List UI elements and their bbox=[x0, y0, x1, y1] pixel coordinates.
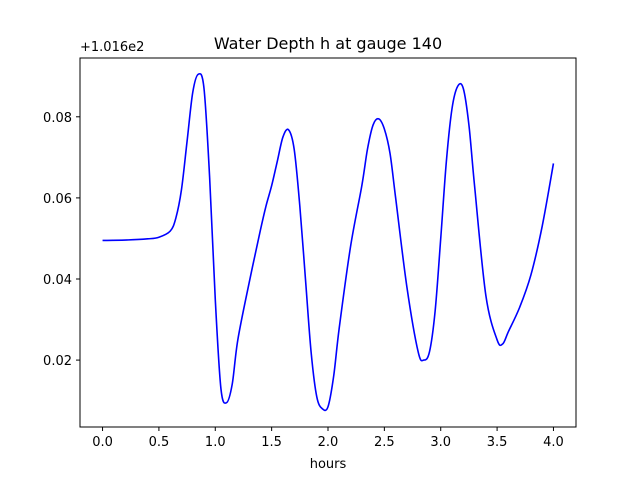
x-axis-label: hours bbox=[310, 457, 347, 472]
chart-title: Water Depth h at gauge 140 bbox=[214, 34, 442, 53]
y-tick-label: 0.04 bbox=[43, 273, 72, 288]
x-tick-label: 2.5 bbox=[374, 435, 395, 450]
series-line bbox=[102, 72, 555, 412]
x-tick-label: 1.5 bbox=[261, 435, 282, 450]
x-tick-label: 0.0 bbox=[92, 435, 113, 450]
x-tick-label: 4.0 bbox=[543, 435, 564, 450]
x-axis-ticks: 0.0 0.5 1.0 1.5 2.0 2.5 3.0 3.5 4.0 bbox=[92, 427, 564, 450]
x-tick-label: 2.0 bbox=[318, 435, 339, 450]
y-tick-label: 0.06 bbox=[43, 192, 72, 207]
x-tick-label: 1.0 bbox=[205, 435, 226, 450]
x-tick-label: 3.5 bbox=[487, 435, 508, 450]
y-offset-text: +1.016e2 bbox=[80, 40, 144, 55]
y-axis-ticks: 0.02 0.04 0.06 0.08 bbox=[43, 111, 80, 369]
plot-frame bbox=[79, 57, 577, 428]
y-tick-label: 0.08 bbox=[43, 111, 72, 126]
x-tick-label: 0.5 bbox=[149, 435, 170, 450]
x-tick-label: 3.0 bbox=[430, 435, 451, 450]
y-tick-label: 0.02 bbox=[43, 354, 72, 369]
